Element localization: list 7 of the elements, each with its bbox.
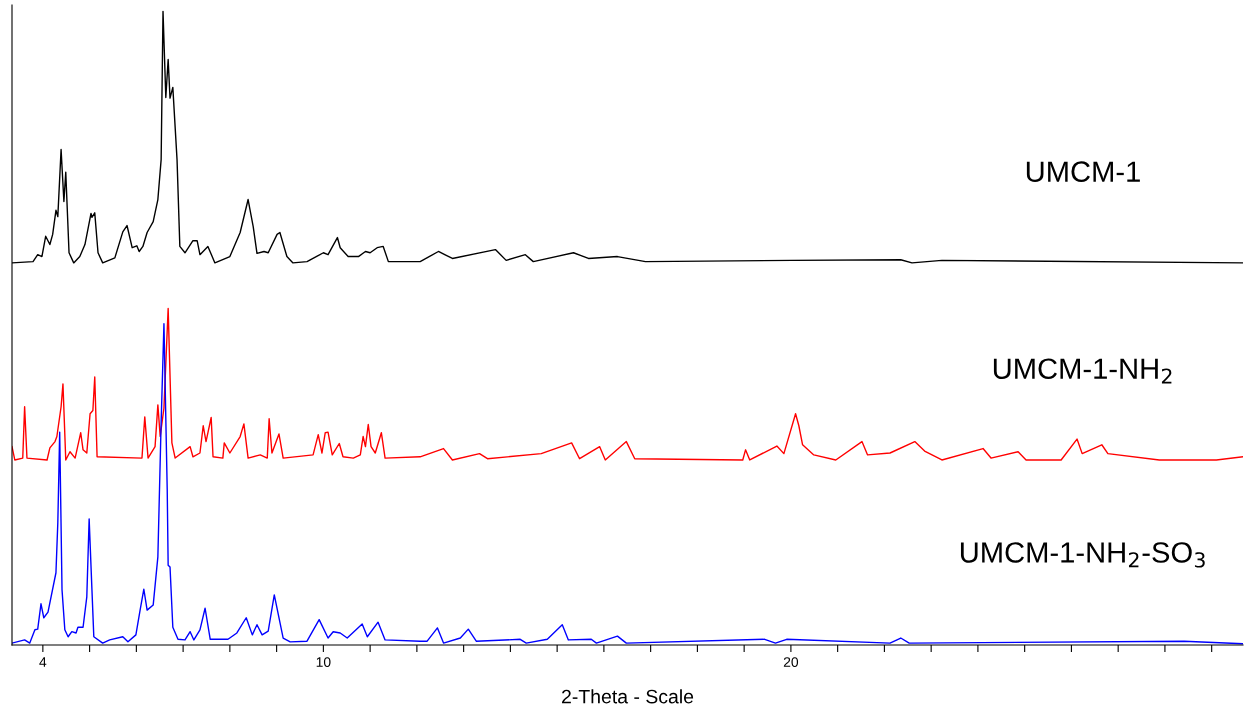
x-axis-title: 2-Theta - Scale	[562, 689, 694, 704]
x-tick-label: 4	[39, 657, 47, 667]
x-tick-label: 20	[783, 657, 799, 668]
text: UMCM-1	[1026, 161, 1140, 183]
text: UMCM-1-NH$_{2}$-SO$_{3}$	[960, 542, 1205, 568]
text: UMCM-1-NH$_{2}$	[993, 358, 1172, 384]
x-tick-label: 10	[316, 657, 331, 668]
